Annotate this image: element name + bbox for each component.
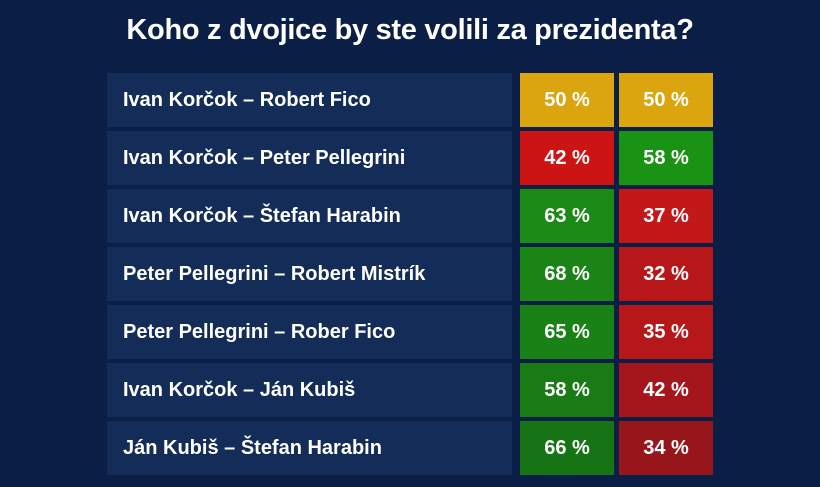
- first-candidate-value: 63 %: [520, 189, 614, 243]
- second-candidate-value: 34 %: [619, 421, 713, 475]
- second-candidate-value: 42 %: [619, 363, 713, 417]
- second-candidate-value: 35 %: [619, 305, 713, 359]
- pair-label: Ivan Korčok – Peter Pellegrini: [107, 131, 512, 185]
- pair-label: Peter Pellegrini – Robert Mistrík: [107, 247, 512, 301]
- first-candidate-value: 65 %: [520, 305, 614, 359]
- pair-label: Ivan Korčok – Robert Fico: [107, 73, 512, 127]
- first-candidate-value: 68 %: [520, 247, 614, 301]
- pair-label: Ján Kubiš – Štefan Harabin: [107, 421, 512, 475]
- pair-label: Ivan Korčok – Štefan Harabin: [107, 189, 512, 243]
- second-candidate-value: 32 %: [619, 247, 713, 301]
- second-candidate-value: 37 %: [619, 189, 713, 243]
- first-candidate-value: 50 %: [520, 73, 614, 127]
- first-candidate-value: 42 %: [520, 131, 614, 185]
- second-candidate-value: 50 %: [619, 73, 713, 127]
- chart-title: Koho z dvojice by ste volili za preziden…: [126, 14, 694, 46]
- first-candidate-value: 58 %: [520, 363, 614, 417]
- second-candidate-value: 58 %: [619, 131, 713, 185]
- first-candidate-value: 66 %: [520, 421, 614, 475]
- pair-label: Ivan Korčok – Ján Kubiš: [107, 363, 512, 417]
- pair-label: Peter Pellegrini – Rober Fico: [107, 305, 512, 359]
